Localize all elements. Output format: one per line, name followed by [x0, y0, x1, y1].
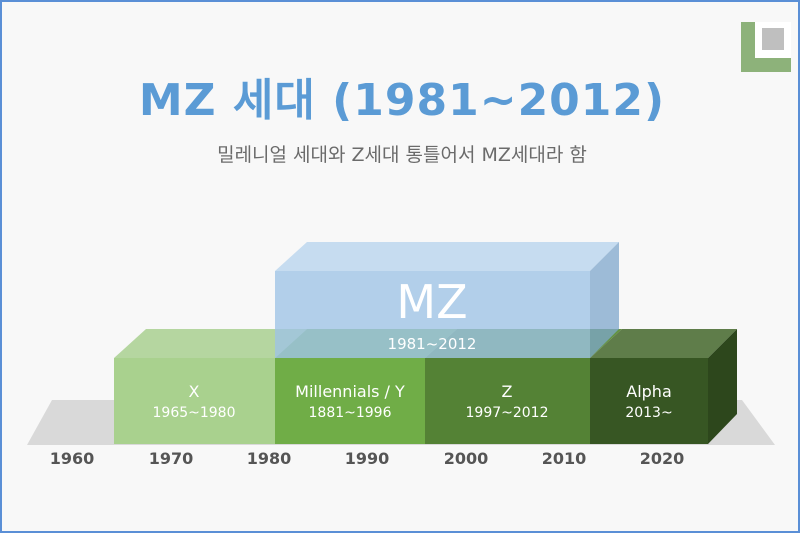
axis-label: 2000: [444, 449, 489, 468]
mz-block-side: [590, 242, 619, 358]
axis-label: 2010: [542, 449, 587, 468]
axis-label: 1990: [345, 449, 390, 468]
mz-range: 1981~2012: [388, 335, 477, 353]
page-title: MZ 세대 (1981~2012): [138, 75, 666, 126]
page-subtitle: 밀레니얼 세대와 Z세대 통틀어서 MZ세대라 함: [217, 144, 587, 166]
gen-x-name: X: [189, 382, 200, 401]
mz-block-top: [275, 242, 619, 271]
corner-bracket-logo-icon: [741, 22, 791, 72]
axis-label: 1970: [149, 449, 194, 468]
gen-x-range: 1965~1980: [153, 405, 236, 421]
mz-label: MZ: [396, 275, 467, 329]
z-block: [425, 358, 590, 444]
alpha-block: [590, 358, 708, 444]
gen-alpha-name: Alpha: [626, 382, 672, 401]
millennials-block: [275, 358, 425, 444]
gen-alpha-range: 2013~: [625, 405, 672, 421]
mz-block: [275, 271, 590, 358]
alpha-block-side: [708, 329, 737, 444]
gen-millennials-name: Millennials / Y: [295, 382, 405, 401]
axis-label: 1960: [50, 449, 95, 468]
alpha-block-top: [590, 329, 737, 358]
axis-label: 1980: [247, 449, 292, 468]
gen-z-range: 1997~2012: [466, 405, 549, 421]
x-block: [114, 358, 275, 444]
gen-millennials-range: 1881~1996: [309, 405, 392, 421]
axis-label: 2020: [640, 449, 685, 468]
x-block-top: [114, 329, 307, 358]
gen-z-name: Z: [502, 382, 513, 401]
